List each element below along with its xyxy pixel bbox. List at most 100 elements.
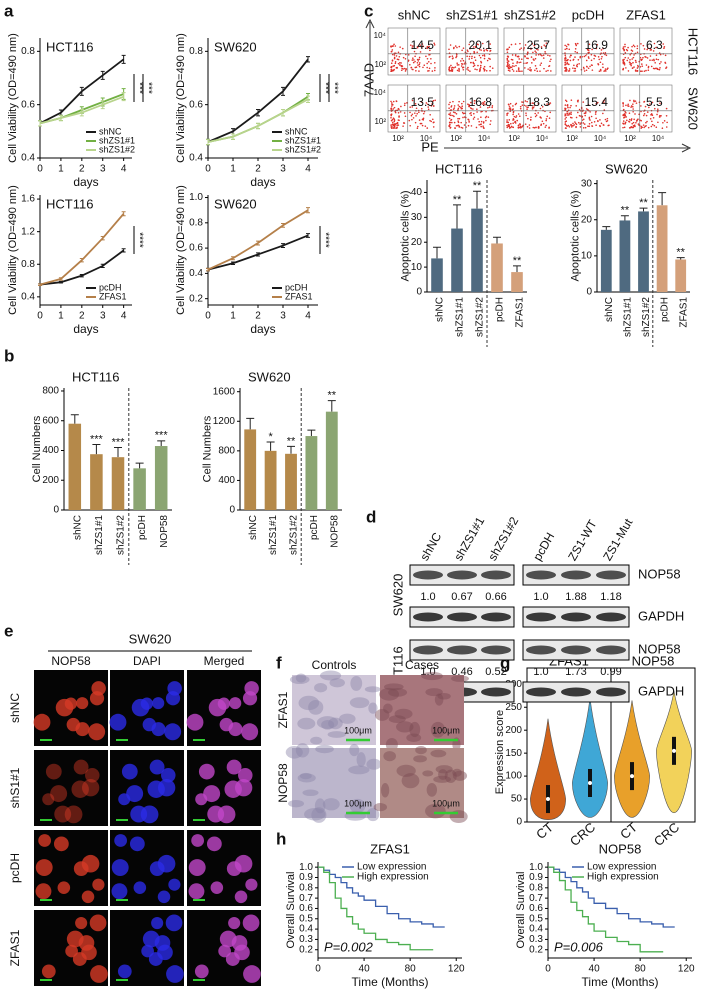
- significance: ***: [112, 436, 126, 448]
- bar: [675, 259, 687, 292]
- flow-dot: [631, 67, 634, 69]
- flow-percentage: 5.5: [646, 95, 663, 109]
- flow-dot: [541, 120, 544, 123]
- flow-dot: [395, 55, 398, 57]
- legend-label: Low expression: [357, 862, 426, 873]
- tissue: [288, 799, 305, 808]
- flow-dot: [545, 70, 547, 72]
- blot-band: [481, 645, 511, 655]
- flow-dot: [634, 100, 637, 102]
- flow-dot: [548, 65, 551, 67]
- quadrant-lines: [504, 28, 556, 75]
- lane-label: shNC: [417, 530, 444, 563]
- cell: [89, 914, 107, 932]
- flow-dot: [391, 124, 393, 126]
- tissue: [304, 808, 326, 821]
- flow-dot: [392, 103, 394, 106]
- flow-dot: [605, 54, 608, 57]
- flow-dot: [449, 127, 452, 129]
- y-tick-label: 0.4: [189, 153, 203, 164]
- flow-dot: [481, 42, 484, 45]
- flow-dot: [404, 70, 407, 72]
- flow-dot: [479, 56, 482, 59]
- flow-dot: [426, 45, 429, 48]
- flow-dot: [608, 124, 610, 127]
- flow-dot: [450, 64, 452, 67]
- flow-dot: [630, 105, 633, 107]
- x-tick-label: 0: [37, 311, 43, 322]
- flow-dot: [632, 103, 634, 105]
- flow-dot: [485, 119, 487, 122]
- x-tick-label: 80: [405, 964, 417, 975]
- flow-dot: [537, 49, 539, 51]
- x-tick-label: 120: [678, 964, 695, 975]
- flow-dot: [457, 104, 460, 106]
- flow-dot: [516, 62, 518, 64]
- cell: [33, 713, 51, 731]
- cell: [195, 793, 208, 806]
- flow-dot: [469, 61, 472, 64]
- bar: [90, 454, 103, 510]
- arrow: [365, 18, 375, 132]
- x-tick-label: 3: [280, 164, 286, 175]
- tissue: [320, 670, 342, 681]
- band-ratio: 0.66: [485, 591, 506, 603]
- error-bar: [121, 248, 126, 253]
- scale-label: 100μm: [344, 725, 372, 735]
- panel-letter: g: [500, 653, 510, 672]
- cell: [85, 768, 100, 783]
- flow-dot: [482, 122, 485, 124]
- flow-dot: [427, 108, 430, 111]
- cell: [81, 890, 95, 904]
- flow-dot: [641, 65, 644, 67]
- flow-dot: [452, 100, 454, 103]
- y-tick-label: 0.4: [21, 153, 35, 164]
- legend-label: shZS1#2: [285, 144, 321, 154]
- legend-label: ZFAS1: [99, 291, 127, 301]
- error-bar: [306, 233, 310, 238]
- quadrant-lines: [620, 85, 672, 132]
- flow-dot: [627, 70, 630, 72]
- flow-dot: [659, 102, 661, 105]
- flow-dot: [640, 105, 642, 107]
- flow-dot: [658, 62, 661, 65]
- flow-dot: [658, 52, 661, 54]
- flow-dot: [571, 124, 573, 127]
- flow-dot: [624, 43, 626, 46]
- flow-dot: [535, 114, 538, 117]
- flow-dot: [431, 70, 434, 72]
- flow-dot: [489, 120, 492, 122]
- flow-dot: [509, 107, 512, 109]
- flow-dot: [600, 57, 603, 60]
- tissue: [310, 736, 323, 745]
- flow-dot: [549, 60, 551, 63]
- flow-dot: [461, 107, 463, 110]
- flow-dot: [597, 120, 599, 123]
- flow-dot: [665, 126, 668, 128]
- flow-dot: [489, 65, 491, 68]
- flow-dot: [448, 66, 451, 69]
- flow-dot: [487, 106, 489, 109]
- x-tick-label: 1: [230, 164, 236, 175]
- flow-dot: [593, 57, 595, 60]
- flow-dot: [627, 105, 630, 108]
- cell: [140, 805, 159, 824]
- column-header: Merged: [204, 654, 245, 668]
- flow-dot: [604, 52, 607, 54]
- flow-dot: [655, 58, 658, 61]
- flow-dot: [589, 111, 591, 113]
- flow-dot: [594, 111, 597, 113]
- y-tick-label: 0.5: [299, 913, 313, 924]
- flow-dot: [524, 123, 527, 125]
- flow-dot: [507, 69, 510, 72]
- chart-title: SW620: [214, 39, 257, 54]
- tissue: [437, 692, 451, 700]
- flow-dot: [390, 70, 392, 73]
- flow-dot: [512, 118, 515, 120]
- quadrant-lines: [562, 85, 614, 132]
- legend-label: ZFAS1: [285, 291, 313, 301]
- legend-label: shNC: [285, 126, 308, 136]
- flow-dot: [533, 126, 536, 129]
- y-axis-label: Apoptotic cells (%): [570, 190, 582, 281]
- flow-dot: [448, 113, 450, 116]
